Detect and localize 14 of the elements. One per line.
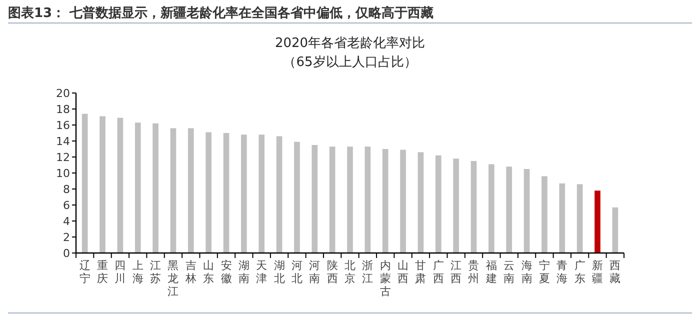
y-tick-label: 12 bbox=[56, 151, 70, 164]
title: 图表13： 七普数据显示，新疆老龄化率在全国各省中偏低，仅略高于西藏 bbox=[8, 6, 434, 21]
subtitle: 2020年各省老龄化率对比 bbox=[274, 36, 426, 51]
y-tick-label: 6 bbox=[63, 199, 70, 212]
y-tick-label: 2 bbox=[63, 231, 70, 244]
y-tick-label: 16 bbox=[56, 119, 70, 132]
y-tick-label: 4 bbox=[63, 215, 70, 228]
y-tick-label: 18 bbox=[56, 103, 70, 116]
y-tick-label: 8 bbox=[63, 183, 70, 196]
y-tick-label: 20 bbox=[56, 87, 70, 100]
y-tick-label: 10 bbox=[56, 167, 70, 180]
y-tick-label: 14 bbox=[56, 135, 70, 148]
y-tick-label: 0 bbox=[63, 247, 70, 260]
annotation: （65岁以上人口占比） bbox=[283, 55, 417, 70]
